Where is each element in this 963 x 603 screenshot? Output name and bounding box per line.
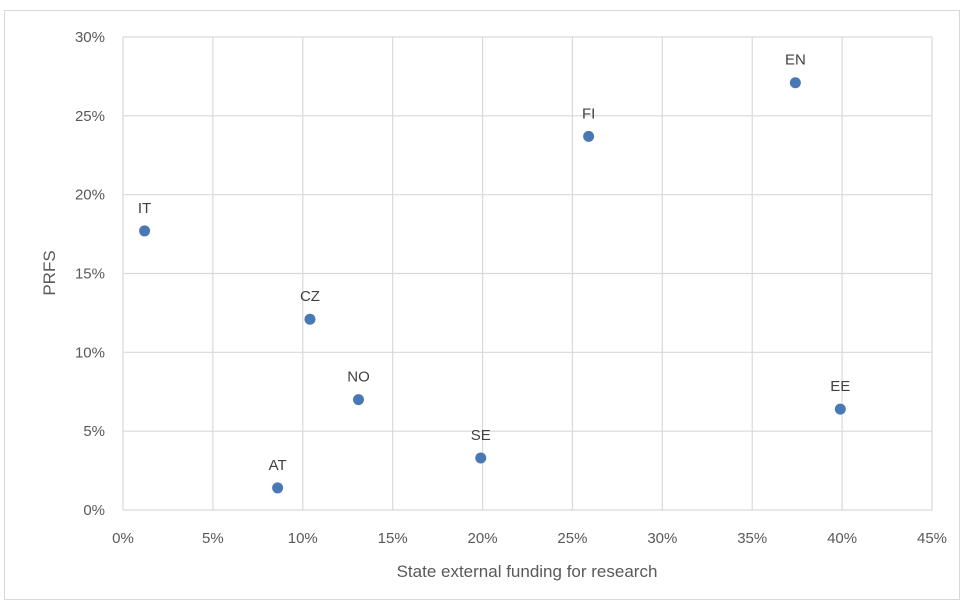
y-axis-title: PRFS	[40, 250, 59, 295]
data-label-fi: FI	[582, 105, 595, 122]
data-label-no: NO	[347, 369, 370, 386]
data-point-en[interactable]	[789, 77, 801, 89]
x-tick-label: 5%	[202, 530, 224, 547]
y-tick-label: 25%	[75, 108, 105, 125]
grid-layer	[122, 36, 933, 511]
y-tick-label: 0%	[83, 502, 105, 519]
data-label-at: AT	[269, 457, 287, 474]
y-tick-label: 10%	[75, 344, 105, 361]
x-tick-label: 35%	[737, 530, 767, 547]
x-tick-label: 25%	[557, 530, 587, 547]
point-layer: IT CZ NO AT SE FI EN EE	[138, 52, 850, 494]
data-point-fi[interactable]	[583, 130, 595, 142]
x-tick-label: 30%	[647, 530, 677, 547]
y-tick-label: 30%	[75, 29, 105, 46]
x-tick-label: 15%	[378, 530, 408, 547]
x-tick-label: 0%	[112, 530, 134, 547]
data-point-at[interactable]	[272, 482, 284, 494]
data-point-no[interactable]	[353, 394, 365, 406]
y-tick-label: 20%	[75, 187, 105, 204]
x-axis-title: State external funding for research	[397, 562, 658, 581]
data-label-se: SE	[471, 427, 491, 444]
y-tick-label: 5%	[83, 423, 105, 440]
x-tick-label: 10%	[288, 530, 318, 547]
data-label-cz: CZ	[300, 288, 320, 305]
data-point-cz[interactable]	[304, 313, 316, 325]
tick-layer: 0% 5% 10% 15% 20% 25% 30% 35% 40% 45% 0% 5% 10% 15% 20…	[75, 29, 947, 547]
data-point-se[interactable]	[475, 452, 487, 464]
data-label-it: IT	[138, 200, 151, 217]
y-tick-label: 15%	[75, 266, 105, 283]
data-label-en: EN	[785, 52, 806, 69]
data-point-ee[interactable]	[834, 403, 846, 415]
x-tick-label: 20%	[468, 530, 498, 547]
data-label-ee: EE	[830, 378, 850, 395]
x-tick-label: 45%	[917, 530, 947, 547]
data-point-it[interactable]	[139, 225, 151, 237]
x-tick-label: 40%	[827, 530, 857, 547]
